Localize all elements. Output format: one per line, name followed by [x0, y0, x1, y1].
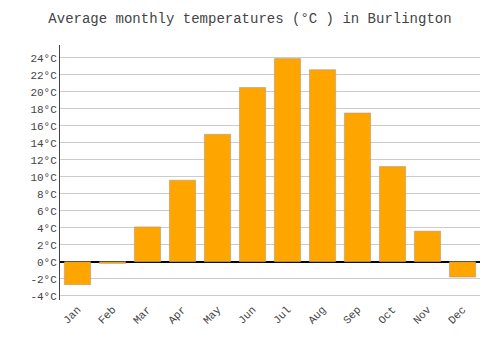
svg-text:6°C: 6°C — [37, 206, 57, 218]
svg-text:10°C: 10°C — [30, 172, 57, 184]
svg-text:-2°C: -2°C — [30, 274, 57, 286]
svg-text:Jul: Jul — [271, 304, 293, 326]
svg-text:Nov: Nov — [411, 304, 434, 327]
svg-text:8°C: 8°C — [37, 189, 57, 201]
svg-text:Apr: Apr — [166, 304, 188, 326]
svg-text:18°C: 18°C — [30, 104, 57, 116]
svg-text:Sep: Sep — [341, 304, 363, 326]
svg-text:22°C: 22°C — [30, 70, 57, 82]
svg-text:24°C: 24°C — [30, 53, 57, 65]
svg-text:Jun: Jun — [236, 304, 258, 326]
svg-text:12°C: 12°C — [30, 155, 57, 167]
svg-text:0°C: 0°C — [37, 257, 57, 269]
svg-text:Feb: Feb — [96, 304, 118, 326]
svg-text:Mar: Mar — [131, 304, 153, 326]
svg-text:20°C: 20°C — [30, 87, 57, 99]
svg-text:May: May — [201, 304, 224, 327]
svg-text:-4°C: -4°C — [30, 291, 57, 303]
svg-text:Average monthly temperatures (: Average monthly temperatures (°C ) in Bu… — [48, 11, 451, 27]
svg-text:Aug: Aug — [306, 304, 328, 326]
svg-text:Dec: Dec — [446, 304, 468, 326]
svg-text:2°C: 2°C — [37, 240, 57, 252]
svg-text:16°C: 16°C — [30, 121, 57, 133]
svg-text:4°C: 4°C — [37, 223, 57, 235]
svg-text:14°C: 14°C — [30, 138, 57, 150]
svg-text:Oct: Oct — [376, 304, 398, 326]
svg-text:Jan: Jan — [61, 304, 83, 326]
